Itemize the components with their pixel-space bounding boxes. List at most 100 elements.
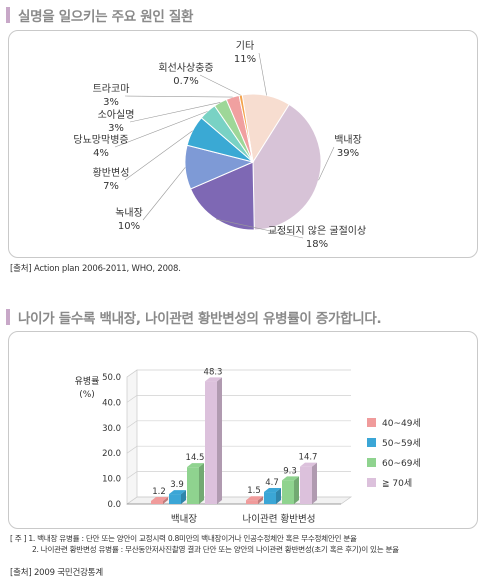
bar-백내장-40-49세 bbox=[151, 500, 163, 504]
bar-side bbox=[217, 377, 222, 504]
chart-notes: [ 주 ] 1. 백내장 유병률 : 단안 또는 양안이 교정시력 0.8미만의… bbox=[10, 533, 399, 555]
pie-leader-기타 bbox=[258, 52, 267, 96]
pie-leader-당뇨망막병증 bbox=[114, 111, 208, 148]
bar-나이관련-황반변성-50-59세 bbox=[264, 492, 276, 504]
pie-section-title: 실명을 일으키는 주요 원인 질환 bbox=[6, 4, 193, 26]
y-axis-unit: (%) bbox=[79, 390, 95, 400]
category-label-나이관련-황반변성: 나이관련 황반변성 bbox=[243, 514, 316, 525]
bar-value-label: 9.3 bbox=[283, 466, 297, 476]
legend-swatch--70세 bbox=[367, 478, 376, 487]
pie-leader-교정되지-않은-굴절이상 bbox=[216, 218, 304, 239]
pie-value-당뇨망막병증: 4% bbox=[93, 148, 109, 159]
bar-나이관련-황반변성--70세 bbox=[300, 466, 312, 504]
bar-side bbox=[294, 476, 299, 504]
pie-slice-교정되지-않은-굴절이상 bbox=[189, 161, 255, 231]
pie-chart: 기타 11% 백내장 39% 교정되지 않은 굴절이상 18% 녹내장 10% 황반변성 7% 당뇨… bbox=[73, 40, 366, 250]
bar-value-label: 3.9 bbox=[170, 480, 184, 490]
pie-value-회선사상충증: 0.7% bbox=[173, 76, 198, 87]
pie-slice-회선사상충증 bbox=[238, 94, 254, 163]
pie-label-백내장: 백내장 bbox=[334, 134, 362, 146]
bar-top bbox=[264, 488, 281, 493]
bar-나이관련-황반변성-60-69세 bbox=[282, 480, 294, 504]
pie-leader-백내장 bbox=[318, 146, 335, 181]
pie-leader-회선사상충증 bbox=[199, 74, 241, 96]
note-line-1: [ 주 ] 1. 백내장 유병률 : 단안 또는 양안이 교정시력 0.8미만의… bbox=[10, 534, 357, 543]
legend-label-60-69세: 60~69세 bbox=[382, 458, 421, 469]
bar-section-title: 나이가 들수록 백내장, 나이관련 황반변성의 유병률이 증가합니다. bbox=[6, 306, 382, 328]
y-tick-label: 20.0 bbox=[102, 449, 121, 459]
bar-top bbox=[300, 462, 317, 467]
bar-백내장--70세 bbox=[205, 381, 217, 504]
bar-top bbox=[282, 476, 299, 481]
bar-value-label: 14.7 bbox=[299, 453, 318, 463]
pie-label-트라코마: 트라코마 bbox=[93, 83, 130, 95]
bar-source: [출처] 2009 국민건강통계 bbox=[10, 568, 104, 578]
pie-label-황반변성: 황반변성 bbox=[93, 167, 130, 179]
bar-백내장-50-59세 bbox=[169, 494, 181, 504]
bar-value-label: 14.5 bbox=[186, 453, 205, 463]
y-tick-label: 30.0 bbox=[102, 424, 121, 434]
bar-chart-panel: 0.0 10.0 20.0 30.0 40.0 50.0 유병률 (%) 1.2 3.9 14.5 4… bbox=[8, 331, 478, 529]
pie-leader-소아실명 bbox=[129, 102, 221, 123]
gridline bbox=[126, 471, 351, 479]
pie-label-소아실명: 소아실명 bbox=[98, 109, 135, 121]
legend-swatch-40-49세 bbox=[367, 418, 376, 427]
pie-label-회선사상충증: 회선사상충증 bbox=[158, 62, 213, 74]
legend-label--70세: ≧ 70세 bbox=[382, 478, 412, 489]
pie-value-녹내장: 10% bbox=[118, 221, 140, 232]
pie-leader-황반변성 bbox=[124, 130, 193, 181]
pie-slice-백내장 bbox=[252, 103, 322, 231]
pie-leader-녹내장 bbox=[142, 167, 186, 221]
title-accent-bar bbox=[6, 309, 10, 325]
bar-top bbox=[205, 377, 222, 382]
bar-value-label: 1.5 bbox=[247, 486, 261, 496]
gridline bbox=[126, 395, 351, 403]
bar-value-label: 48.3 bbox=[204, 367, 223, 377]
category-label-백내장: 백내장 bbox=[171, 514, 197, 525]
bar-백내장-60-69세 bbox=[187, 467, 199, 504]
bar-side bbox=[199, 463, 204, 504]
pie-value-트라코마: 3% bbox=[103, 97, 119, 108]
bar-side bbox=[181, 490, 186, 504]
bar-top bbox=[151, 496, 168, 501]
pie-section-title-text: 실명을 일으키는 주요 원인 질환 bbox=[18, 9, 194, 25]
y-tick-label: 40.0 bbox=[102, 398, 121, 408]
legend-label-40-49세: 40~49세 bbox=[382, 418, 421, 429]
pie-label-교정되지-않은-굴절이상: 교정되지 않은 굴절이상 bbox=[268, 224, 366, 237]
bar-side bbox=[258, 496, 263, 504]
pie-label-기타: 기타 bbox=[236, 40, 254, 52]
pie-value-소아실명: 3% bbox=[108, 123, 124, 134]
y-tick-label: 50.0 bbox=[102, 373, 121, 383]
pie-label-녹내장: 녹내장 bbox=[115, 207, 143, 219]
bar-top bbox=[246, 496, 263, 501]
gridline bbox=[126, 369, 351, 378]
pie-value-백내장: 39% bbox=[337, 148, 359, 159]
legend-swatch-50-59세 bbox=[367, 438, 376, 447]
note-line-2: 2. 나이관련 황반변성 유병률 : 무산동안저사진촬영 결과 단안 또는 양안… bbox=[32, 545, 399, 554]
y-tick-label: 0.0 bbox=[107, 500, 121, 510]
y-axis-label: 유병률 bbox=[75, 376, 100, 387]
bar-side bbox=[312, 462, 317, 504]
pie-value-교정되지-않은-굴절이상: 18% bbox=[306, 239, 328, 250]
pie-value-황반변성: 7% bbox=[103, 181, 119, 192]
bar-top bbox=[169, 490, 186, 495]
bar-나이관련-황반변성-40-49세 bbox=[246, 500, 258, 504]
bar-side bbox=[163, 496, 168, 504]
y-tick-label: 10.0 bbox=[102, 475, 121, 485]
bar-value-label: 4.7 bbox=[265, 478, 279, 488]
title-accent-bar bbox=[6, 7, 10, 23]
pie-chart-panel: 기타 11% 백내장 39% 교정되지 않은 굴절이상 18% 녹내장 10% 황반변성 7% 당뇨… bbox=[8, 30, 478, 258]
gridline bbox=[126, 445, 351, 454]
pie-value-기타: 11% bbox=[234, 54, 256, 65]
bar-side bbox=[276, 488, 281, 504]
gridline bbox=[126, 420, 351, 429]
pie-leader-트라코마 bbox=[124, 95, 233, 98]
bar-top bbox=[187, 463, 204, 468]
bar-section-title-text: 나이가 들수록 백내장, 나이관련 황반변성의 유병률이 증가합니다. bbox=[18, 311, 382, 327]
legend-swatch-60-69세 bbox=[367, 458, 376, 467]
pie-label-당뇨망막병증: 당뇨망막병증 bbox=[73, 134, 128, 146]
bar-value-label: 1.2 bbox=[152, 487, 166, 497]
chart-side-wall bbox=[126, 369, 138, 505]
pie-source: [출처] Action plan 2006-2011, WHO, 2008. bbox=[10, 264, 181, 274]
